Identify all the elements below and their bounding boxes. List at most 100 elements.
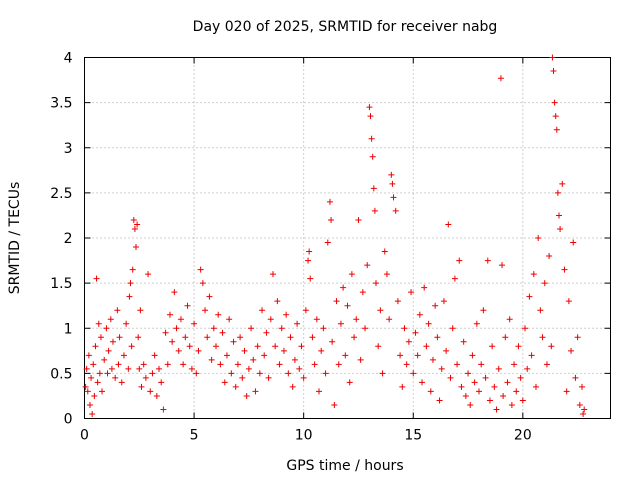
data-point [473, 320, 480, 327]
data-point [572, 374, 579, 381]
data-point [427, 388, 434, 395]
data-point [88, 374, 95, 381]
data-point [511, 361, 518, 368]
data-point [300, 374, 307, 381]
data-point [285, 370, 292, 377]
data-point [173, 325, 180, 332]
grid-lines [84, 57, 611, 419]
data-point [403, 361, 410, 368]
data-point [543, 361, 550, 368]
data-point [307, 275, 314, 282]
data-point [397, 352, 404, 359]
data-point [353, 316, 360, 323]
data-point [366, 104, 373, 111]
y-tick-label: 1.5 [50, 276, 72, 292]
data-point [557, 225, 564, 232]
data-point [120, 352, 127, 359]
data-point [193, 370, 200, 377]
data-point [443, 347, 450, 354]
data-point [476, 388, 482, 395]
data-point [256, 370, 263, 377]
data-point [506, 316, 513, 323]
data-point [377, 307, 384, 314]
data-point [138, 383, 145, 390]
data-point [367, 113, 374, 120]
data-point [522, 325, 529, 332]
data-point [324, 239, 331, 246]
data-point [103, 325, 110, 332]
data-point [140, 361, 147, 368]
data-point [447, 374, 454, 381]
data-point [239, 374, 246, 381]
data-point [283, 311, 290, 318]
x-axis: 0 5 10 15 20 [80, 57, 532, 444]
data-point [519, 397, 526, 404]
data-point [276, 361, 283, 368]
data-point [237, 334, 244, 341]
data-point [101, 356, 108, 363]
data-point [495, 365, 502, 372]
data-point [197, 266, 204, 273]
data-point [92, 343, 99, 350]
data-point [241, 347, 248, 354]
data-point [320, 325, 327, 332]
data-point [333, 298, 340, 305]
data-point [326, 198, 333, 205]
chart-title: Day 020 of 2025, SRMTID for receiver nab… [193, 19, 498, 35]
data-point [432, 302, 439, 309]
data-point [513, 388, 520, 395]
data-point [337, 320, 344, 327]
data-point [458, 383, 465, 390]
x-tick-label: 20 [514, 428, 532, 444]
data-point [579, 383, 586, 390]
data-point [499, 262, 506, 269]
data-point [392, 207, 399, 214]
data-point [112, 374, 119, 381]
data-point [184, 302, 191, 309]
data-point [199, 280, 206, 287]
data-point [357, 356, 364, 363]
data-point [83, 365, 90, 372]
data-point [134, 221, 141, 228]
data-point [149, 370, 156, 377]
data-point [467, 401, 474, 408]
plot-frame [84, 57, 611, 419]
data-point [570, 239, 577, 246]
data-point [502, 334, 509, 341]
data-point [298, 343, 305, 350]
data-point [469, 352, 476, 359]
data-point [489, 343, 496, 350]
data-point [114, 307, 121, 314]
data-point [95, 320, 102, 327]
data-point [581, 406, 588, 413]
data-point [429, 356, 436, 363]
data-point [517, 374, 524, 381]
data-point [482, 374, 489, 381]
data-point [528, 352, 535, 359]
data-point [250, 356, 257, 363]
data-point [535, 235, 542, 241]
data-point [454, 361, 461, 368]
data-point [259, 307, 266, 314]
data-point [136, 365, 143, 372]
data-point [355, 216, 362, 223]
data-point [96, 370, 103, 377]
data-point [425, 320, 432, 327]
data-point [318, 347, 325, 354]
data-point [302, 307, 309, 314]
y-axis: 0 0.5 1 1.5 2 2.5 3 3.5 4 [50, 51, 611, 428]
data-point [436, 397, 443, 404]
data-point [230, 338, 237, 345]
data-point [254, 343, 261, 350]
data-point [228, 370, 235, 377]
data-point [549, 54, 556, 61]
y-tick-label: 0 [64, 412, 73, 428]
y-tick-label: 2 [64, 231, 73, 247]
data-point [169, 338, 176, 345]
data-point [375, 343, 382, 350]
data-point [188, 365, 195, 372]
data-point [386, 316, 393, 323]
data-point [419, 379, 426, 386]
data-point [342, 352, 349, 359]
data-point [107, 316, 114, 323]
